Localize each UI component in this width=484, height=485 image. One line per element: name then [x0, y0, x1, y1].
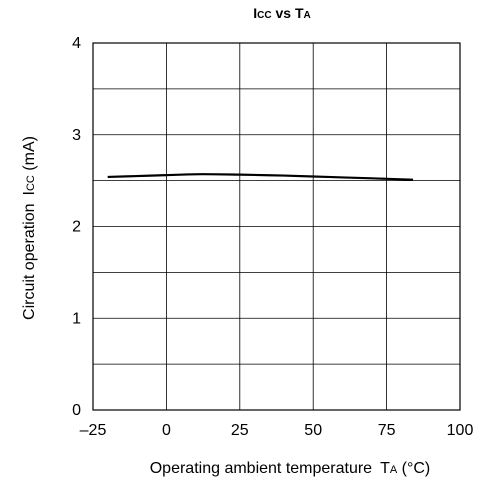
y-tick-label: 1	[72, 310, 81, 327]
x-axis-ticks: –25 0 25 50 75 100	[80, 422, 474, 439]
x-axis-label: Operating ambient temperature TA (°C)	[150, 460, 431, 477]
x-tick-label: 100	[447, 422, 474, 439]
x-tick-label: 0	[162, 422, 171, 439]
y-tick-label: 4	[72, 35, 81, 52]
y-tick-label: 0	[72, 402, 81, 419]
grid	[93, 43, 460, 410]
series-line	[107, 173, 414, 181]
series-group	[107, 173, 414, 181]
x-tick-label: 50	[304, 422, 322, 439]
chart-title: ICC vs TA	[253, 5, 311, 21]
plot-frame	[92, 42, 461, 411]
y-axis-label: Circuit operationICC (mA)	[21, 136, 38, 320]
y-tick-label: 3	[72, 127, 81, 144]
y-axis-ticks: 0 1 2 3 4	[72, 35, 81, 419]
x-tick-label: 25	[231, 422, 249, 439]
x-tick-label: 75	[378, 422, 396, 439]
x-tick-label: –25	[80, 422, 107, 439]
y-tick-label: 2	[72, 219, 81, 236]
